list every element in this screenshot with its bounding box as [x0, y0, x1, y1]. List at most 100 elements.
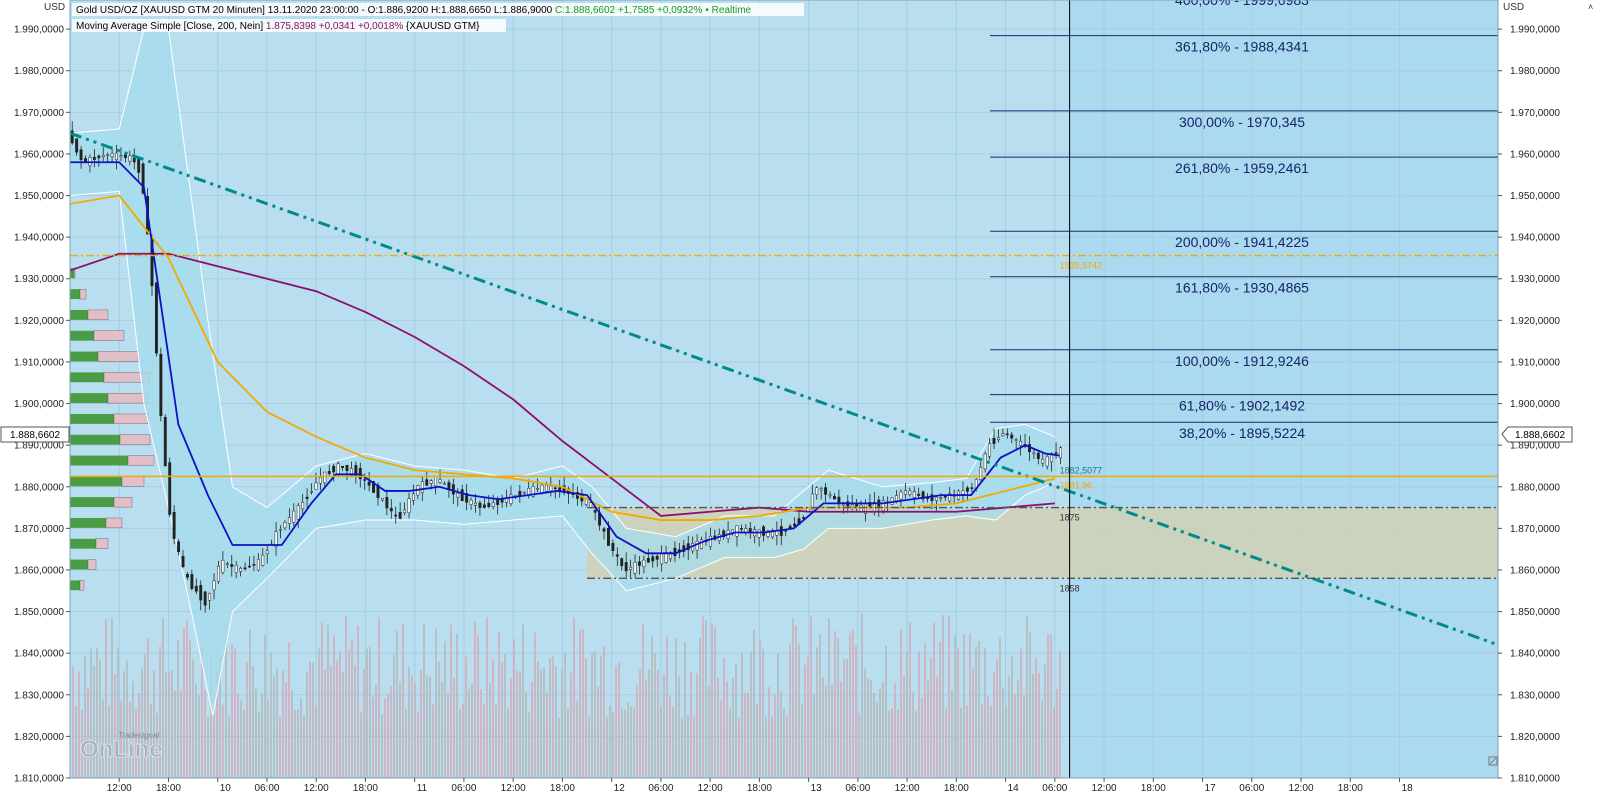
candle-body: [850, 504, 854, 507]
volume-bar: [603, 646, 605, 778]
volume-bar: [246, 661, 248, 778]
volume-bar: [483, 704, 485, 778]
volume-bar: [120, 700, 122, 778]
volume-bar: [915, 711, 917, 778]
volume-bar: [846, 659, 848, 778]
volume-bar: [267, 700, 269, 778]
volume-bar: [447, 693, 449, 778]
volume-bar: [78, 671, 80, 778]
candle-body: [615, 554, 619, 557]
fib-level-label: 400,00% - 1999,6983: [1175, 0, 1309, 8]
x-axis[interactable]: 12:00 18:00 10 06:00 12:00 18:00 11 06:00 12:00 1…: [107, 778, 1413, 794]
candle-body: [757, 529, 761, 538]
volume-bar: [777, 653, 779, 778]
volume-bar: [330, 665, 332, 778]
volume-bar: [678, 676, 680, 778]
volume-bar: [651, 635, 653, 778]
candle-body: [159, 353, 163, 417]
x-tick-label: 12:00: [501, 783, 526, 794]
volume-bar: [513, 638, 515, 778]
volume-bar: [552, 656, 554, 778]
candle-body: [261, 554, 265, 566]
candle-body: [979, 467, 983, 480]
scroll-indicator-icon[interactable]: ˄: [1588, 2, 1593, 12]
x-tick-label: 18:00: [1338, 783, 1363, 794]
volume-bar: [363, 668, 365, 778]
volume-bar: [1050, 634, 1052, 778]
volume-bar: [1047, 633, 1049, 778]
volume-bar: [663, 673, 665, 778]
volume-bar: [417, 711, 419, 778]
candle-body: [128, 155, 132, 162]
ma-indicator-title: Moving Average Simple [Close, 200, Nein]: [76, 21, 266, 32]
volume-bar: [180, 689, 182, 778]
y-axis-left[interactable]: 1.990,0000 1.980,0000 1.970,0000 1.960,0000…: [14, 25, 70, 785]
volume-bar: [894, 683, 896, 778]
hline-label: 1882,5077: [1060, 465, 1103, 475]
volume-bar: [936, 676, 938, 778]
volume-bar: [630, 706, 632, 778]
candle-body: [79, 149, 83, 161]
candle-body: [217, 566, 220, 582]
profile-sell-bar: [93, 330, 125, 341]
volume-bar: [1011, 655, 1013, 778]
volume-bar: [945, 707, 947, 778]
candle-body: [1054, 452, 1058, 454]
volume-bar: [585, 658, 587, 778]
y-tick-label-right: 1.860,0000: [1510, 565, 1560, 576]
volume-bar: [903, 675, 905, 778]
candle-body: [810, 493, 814, 510]
volume-bar: [828, 618, 830, 778]
volume-bar: [954, 635, 956, 778]
profile-buy-bar: [70, 351, 98, 362]
volume-bar: [876, 702, 878, 778]
y-axis-right[interactable]: 1.990,0000 1.980,0000 1.970,0000 1.960,0000…: [1498, 25, 1560, 785]
volume-bar: [957, 648, 959, 778]
profile-sell-bar: [79, 580, 85, 591]
volume-bar: [705, 620, 707, 778]
volume-bar: [498, 631, 500, 778]
candle-body: [256, 559, 260, 571]
volume-bar: [834, 630, 836, 778]
volume-bar: [477, 635, 479, 778]
profile-buy-bar: [70, 538, 96, 549]
volume-bar: [345, 615, 347, 778]
volume-bar: [528, 712, 530, 778]
candle-body: [425, 479, 429, 486]
volume-bar: [123, 671, 125, 778]
volume-bar: [540, 669, 542, 778]
fibonacci-levels[interactable]: 400,00% - 1999,6983 361,80% - 1988,4341 30…: [990, 0, 1498, 441]
candle-body: [700, 539, 703, 549]
volume-bar: [279, 717, 281, 778]
ohlc-values: O:1.886,9200 H:1.888,6650 L:1.886,9000: [368, 5, 555, 16]
candle-body: [642, 559, 646, 567]
volume-bar: [1017, 680, 1019, 778]
candle-body: [917, 493, 921, 496]
candle-body: [212, 580, 216, 591]
volume-bar: [186, 620, 188, 778]
candle-body: [420, 481, 424, 493]
candle-body: [930, 494, 934, 502]
volume-bar: [633, 707, 635, 778]
candle-body: [593, 510, 597, 513]
candle-body: [828, 494, 832, 497]
volume-bar: [594, 651, 596, 778]
volume-bar: [426, 675, 428, 778]
bollinger-fill: [70, 29, 1055, 716]
resize-grip-icon[interactable]: [1488, 756, 1498, 766]
candle-body: [208, 593, 212, 601]
hline-label: 1935,5742: [1060, 261, 1103, 271]
volume-bar: [618, 662, 620, 778]
volume-bar: [144, 654, 146, 778]
candle-body: [1005, 433, 1009, 436]
candle-body: [474, 502, 477, 506]
profile-buy-bar: [70, 517, 106, 528]
volume-bar: [639, 669, 641, 778]
volume-bar: [111, 617, 113, 778]
candle-body: [172, 511, 176, 539]
volume-bar: [150, 703, 152, 778]
candle-body: [460, 489, 464, 502]
